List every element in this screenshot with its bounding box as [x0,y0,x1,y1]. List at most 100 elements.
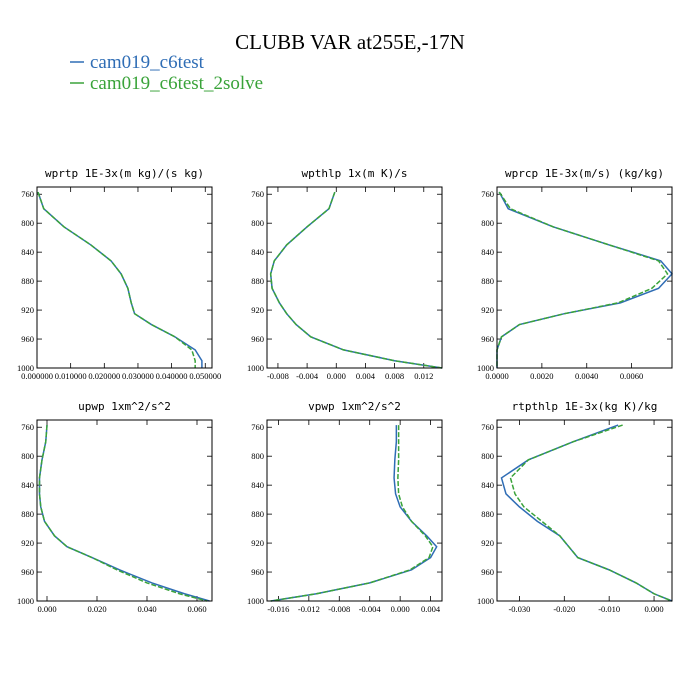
series-line [270,425,438,602]
y-tick-label: 960 [21,334,34,344]
series-line [269,191,443,369]
x-tick-label: 0.000000 [21,371,53,381]
y-tick-label: 840 [21,247,34,257]
y-tick-label: 760 [481,189,494,199]
y-tick-label: 880 [481,509,494,519]
x-tick-label: 0.030000 [122,371,154,381]
y-tick-label: 880 [251,276,264,286]
x-tick-label: 0.020 [87,604,106,614]
plot-frame [496,419,673,602]
plot-frame [36,186,213,369]
y-tick-label: 840 [21,480,34,490]
x-tick-label: 0.008 [385,371,404,381]
y-tick-label: 1000 [477,596,494,606]
y-tick-label: 920 [481,305,494,315]
x-tick-label: 0.040000 [156,371,188,381]
x-tick-label: 0.012 [414,371,433,381]
x-tick-label: 0.040 [137,604,156,614]
y-tick-label: 800 [251,218,264,228]
x-tick-label: 0.020000 [88,371,120,381]
series-line [270,425,434,602]
y-tick-label: 800 [481,218,494,228]
x-tick-label: -0.008 [267,371,289,381]
x-tick-label: -0.016 [267,604,289,614]
legend-label: cam019_c6test [90,52,205,73]
x-tick-label: -0.004 [359,604,382,614]
plot-frame [266,419,443,602]
series-line [500,424,673,602]
y-tick-label: 800 [251,451,264,461]
y-tick-label: 1000 [17,596,34,606]
series-line [269,191,443,369]
y-tick-label: 840 [251,480,264,490]
panel-title: wprcp 1E-3x(m/s) (kg/kg) [505,167,664,180]
plot-frame [496,186,673,369]
y-tick-label: 1000 [247,596,264,606]
panel-title: wprtp 1E-3x(m kg)/(s kg) [45,167,204,180]
y-tick-label: 800 [21,218,34,228]
y-tick-label: 960 [481,334,494,344]
series-line [37,191,196,368]
panel-title: wpthlp 1x(m K)/s [302,167,408,180]
y-tick-label: 1000 [477,363,494,373]
y-tick-label: 920 [21,538,34,548]
x-tick-label: -0.010 [598,604,620,614]
x-tick-label: 0.004 [421,604,441,614]
y-tick-label: 1000 [17,363,34,373]
x-tick-label: 0.000 [37,604,56,614]
y-tick-label: 840 [481,247,494,257]
y-tick-label: 880 [251,509,264,519]
panel-title: upwp 1xm^2/s^2 [78,400,171,413]
x-tick-label: 0.000 [327,371,346,381]
x-tick-label: -0.020 [553,604,575,614]
y-tick-label: 1000 [247,363,264,373]
y-tick-label: 840 [481,480,494,490]
legend-label: cam019_c6test_2solve [90,73,263,94]
y-tick-label: 960 [481,567,494,577]
y-tick-label: 840 [251,247,264,257]
y-tick-label: 760 [21,422,34,432]
plot-frame [36,419,213,602]
x-tick-label: 0.0060 [620,371,643,381]
y-tick-label: 880 [481,276,494,286]
x-tick-label: 0.010000 [55,371,87,381]
x-tick-label: 0.060 [187,604,206,614]
x-tick-label: -0.004 [296,371,319,381]
y-tick-label: 920 [481,538,494,548]
x-tick-label: 0.000 [644,604,663,614]
y-tick-label: 760 [251,422,264,432]
x-tick-label: 0.000 [391,604,410,614]
x-tick-label: 0.0040 [575,371,598,381]
x-tick-label: -0.008 [328,604,350,614]
series-line [38,425,208,602]
y-tick-label: 880 [21,509,34,519]
y-tick-label: 920 [21,305,34,315]
plot-frame [266,186,443,369]
y-tick-label: 760 [251,189,264,199]
x-tick-label: 0.004 [356,371,376,381]
x-tick-label: -0.012 [298,604,320,614]
y-tick-label: 800 [21,451,34,461]
series-line [38,425,210,602]
y-tick-label: 920 [251,305,264,315]
y-tick-label: 760 [481,422,494,432]
y-tick-label: 960 [251,334,264,344]
y-tick-label: 960 [21,567,34,577]
panel-title: vpwp 1xm^2/s^2 [308,400,401,413]
x-tick-label: 0.050000 [189,371,221,381]
y-tick-label: 960 [251,567,264,577]
series-line [496,191,669,368]
figure-title: CLUBB VAR at255E,-17N [235,30,465,54]
y-tick-label: 880 [21,276,34,286]
series-line [496,191,674,368]
y-tick-label: 800 [481,451,494,461]
series-line [509,424,673,602]
x-tick-label: 0.0020 [530,371,553,381]
x-tick-label: -0.030 [508,604,530,614]
panel-title: rtpthlp 1E-3x(kg K)/kg [512,400,658,413]
y-tick-label: 920 [251,538,264,548]
series-line [37,191,203,368]
y-tick-label: 760 [21,189,34,199]
x-tick-label: 0.0000 [485,371,508,381]
